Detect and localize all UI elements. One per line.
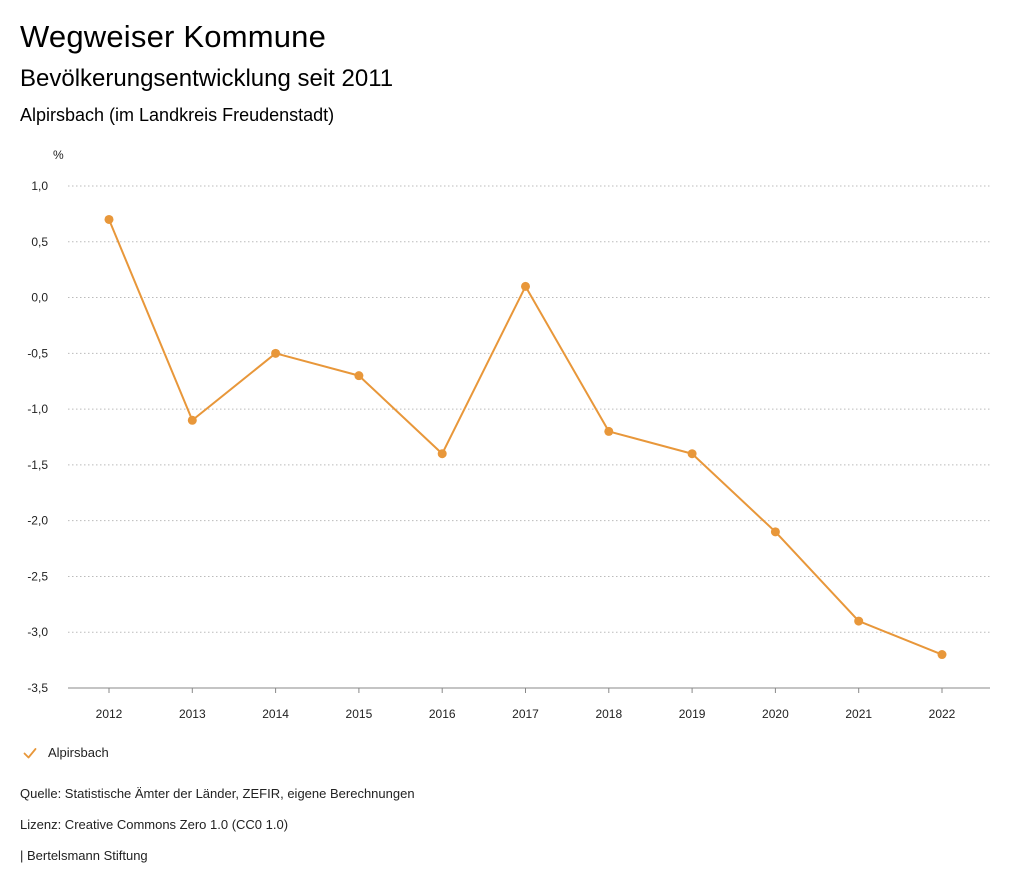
x-tick-label: 2014 xyxy=(262,707,289,721)
data-point[interactable] xyxy=(354,371,364,381)
data-point[interactable] xyxy=(271,348,281,358)
axes: % 1,0 0,5 0,0 -0,5 -1,0 -1,5 -2,0 -2,5 -3,0 -3,5 20… xyxy=(27,148,955,721)
x-tick-label: 2016 xyxy=(429,707,456,721)
data-point[interactable] xyxy=(104,214,114,224)
x-tick-label: 2013 xyxy=(179,707,206,721)
x-tick-label: 2019 xyxy=(679,707,706,721)
data-point[interactable] xyxy=(187,415,197,425)
x-tick-label: 2017 xyxy=(512,707,539,721)
y-tick-label: 0,5 xyxy=(31,235,48,249)
y-tick-label: -1,0 xyxy=(27,402,48,416)
data-point[interactable] xyxy=(687,449,697,459)
checkmark-icon xyxy=(23,748,37,759)
page-title: Wegweiser Kommune xyxy=(20,19,327,54)
x-tick-label: 2020 xyxy=(762,707,789,721)
data-point[interactable] xyxy=(937,650,947,660)
license-note: Lizenz: Creative Commons Zero 1.0 (CC0 1… xyxy=(20,817,289,832)
y-tick-label: 1,0 xyxy=(31,179,48,193)
x-tick-label: 2015 xyxy=(346,707,373,721)
y-tick-label: -0,5 xyxy=(27,346,48,360)
x-tick-label: 2021 xyxy=(845,707,872,721)
y-tick-label: -2,5 xyxy=(27,569,48,583)
legend-label-alpirsbach: Alpirsbach xyxy=(48,745,109,760)
x-tick-label: 2012 xyxy=(96,707,123,721)
y-tick-label: 0,0 xyxy=(31,291,48,305)
data-point[interactable] xyxy=(770,527,780,537)
data-point[interactable] xyxy=(437,449,447,459)
data-point[interactable] xyxy=(521,281,530,291)
grid-lines xyxy=(68,185,990,689)
data-points xyxy=(104,214,947,660)
chart-legend[interactable]: Alpirsbach xyxy=(22,744,109,762)
x-tick-label: 2018 xyxy=(595,707,622,721)
source-note: Quelle: Statistische Ämter der Länder, Z… xyxy=(20,786,415,801)
y-tick-label: -3,5 xyxy=(27,681,48,695)
x-tick-label: 2022 xyxy=(929,707,956,721)
y-axis-unit: % xyxy=(53,148,64,162)
y-tick-label: -1,5 xyxy=(27,458,48,472)
y-tick-label: -2,0 xyxy=(27,514,48,528)
chart-subtitle: Bevölkerungsentwicklung seit 2011 xyxy=(20,65,394,92)
y-tick-label: -3,0 xyxy=(27,625,48,639)
location-label: Alpirsbach (im Landkreis Freudenstadt) xyxy=(20,105,335,125)
publisher-note: | Bertelsmann Stiftung xyxy=(20,848,148,863)
data-point[interactable] xyxy=(604,426,614,436)
data-point[interactable] xyxy=(854,616,864,626)
